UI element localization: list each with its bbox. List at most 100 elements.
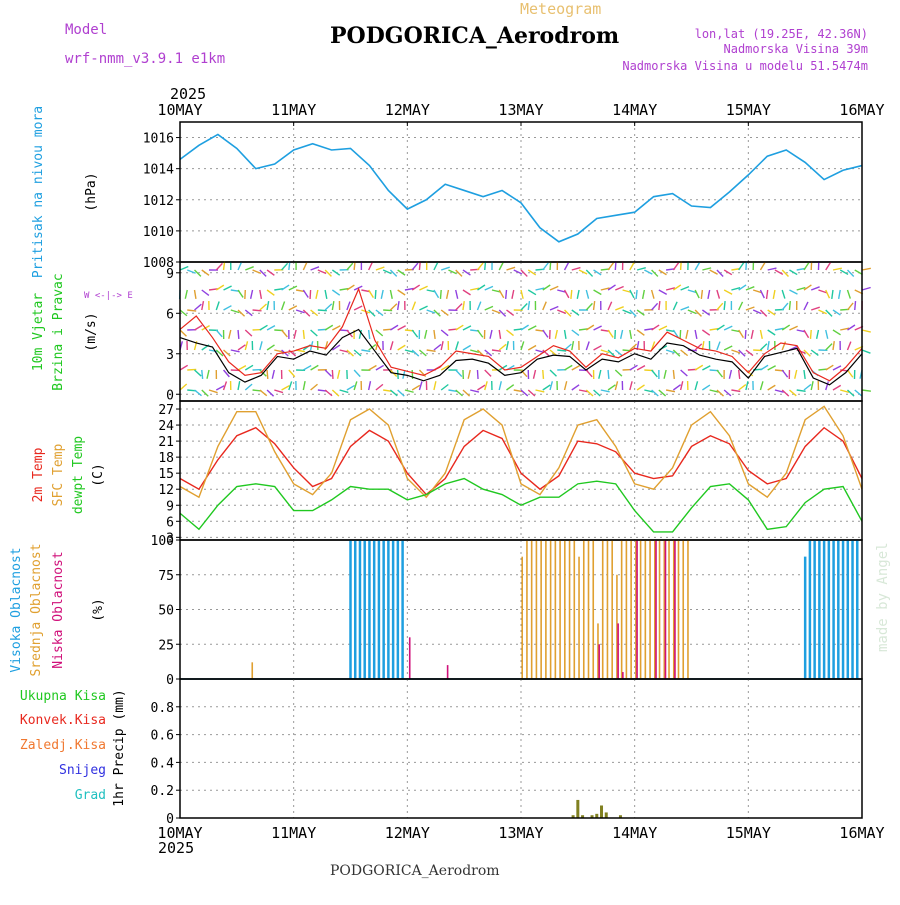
wind-arrow: [637, 385, 644, 390]
x-label-top: 13MAY: [498, 101, 543, 119]
wind-arrow: [652, 270, 658, 276]
wind-arrow: [717, 303, 723, 310]
wind-arrow: [686, 330, 688, 339]
wind-arrow: [347, 263, 353, 270]
wind-unit: (m/s): [84, 312, 99, 351]
wind-arrow: [468, 370, 470, 379]
wind-arrow: [267, 390, 274, 396]
wind-arrow: [608, 385, 615, 390]
wind-arrow: [180, 330, 186, 336]
wind-arrow: [528, 301, 529, 310]
wind-arrow: [833, 385, 841, 390]
wind-arrow: [652, 390, 659, 396]
wind-arrow: [412, 385, 420, 390]
wind-arrow: [207, 370, 209, 379]
wind-arrow: [773, 290, 775, 299]
model-altitude-label: Nadmorska Visina u modelu 51.5474m: [622, 59, 868, 73]
wind-arrow: [347, 350, 354, 356]
wind-arrow: [354, 350, 361, 356]
wind-arrow: [817, 330, 819, 339]
wind-arrow: [195, 325, 203, 330]
wind-arrow: [862, 350, 870, 353]
wind-arrow: [369, 262, 373, 270]
wind-arrow: [340, 390, 349, 392]
wind-arrow: [804, 370, 805, 379]
wind-arrow: [702, 366, 710, 370]
wind-arrow: [229, 330, 231, 339]
wind-arrow: [811, 307, 820, 310]
wind-arrow: [702, 330, 709, 335]
wind-arrow: [586, 270, 592, 276]
wind-arrow: [789, 326, 797, 330]
wind-arrow: [637, 366, 645, 370]
wind-arrow: [586, 390, 593, 396]
wind-arrow: [789, 290, 797, 294]
y-tick-label: 1014: [143, 163, 174, 178]
wind-arrow: [847, 370, 852, 377]
wind-arrow: [804, 262, 809, 270]
pressure-axis-title: Pritisak na nivou mora (hPa): [31, 106, 99, 278]
wind-arrow: [376, 365, 384, 370]
model-name: wrf-nmm_v3.9.1 e1km: [65, 51, 225, 67]
wind-arrow: [216, 301, 219, 310]
footer-title: PODGORICA_Aerodrom: [330, 863, 500, 879]
wind-arrow: [782, 370, 787, 377]
wind-arrow: [775, 270, 783, 274]
wind-arrow: [325, 390, 332, 396]
cloud-ylabel-mid: Srednja Oblacnost: [29, 543, 44, 676]
wind-arrow: [477, 385, 485, 390]
wind-arrow: [376, 267, 384, 270]
panels: 1008101010121014101603693691215182124270…: [143, 101, 885, 842]
wind-arrow: [267, 326, 275, 330]
wind-arrow: [832, 290, 833, 299]
wind-arrow: [463, 390, 470, 396]
wind-arrow: [594, 390, 601, 396]
wind-arrow: [826, 262, 831, 270]
wind-arrow: [717, 342, 720, 350]
wind-arrow: [528, 326, 536, 330]
wind-arrow: [681, 370, 688, 376]
wind-arrow: [804, 384, 811, 390]
wind-arrow: [695, 262, 700, 270]
x-label-bottom: 13MAY: [498, 824, 543, 842]
wind-arrow: [751, 330, 753, 339]
y-tick-label: 1016: [143, 132, 174, 147]
wind-arrow: [608, 330, 613, 337]
wind-arrow: [209, 390, 218, 393]
wind-arrow: [369, 290, 374, 298]
wind-arrow: [528, 346, 536, 350]
wind-arrow: [376, 310, 383, 316]
wind-arrow: [621, 330, 623, 339]
wind-arrow: [267, 301, 269, 310]
wind-arrow: [412, 263, 418, 270]
wind-arrow: [310, 290, 311, 299]
y-tick-label: 100: [151, 534, 174, 549]
wind-arrow: [311, 267, 319, 270]
wind-arrow: [840, 270, 848, 274]
wind-arrow: [710, 270, 718, 274]
y-tick-label: 0.6: [151, 729, 174, 744]
wind-arrow: [717, 390, 724, 396]
wind-arrow: [390, 304, 396, 310]
precip-bar: [576, 800, 579, 818]
wind-arrow: [739, 330, 744, 338]
x-label-top: 10MAY: [157, 101, 202, 119]
wind-arrow: [565, 381, 567, 390]
wind-arrow: [521, 341, 524, 350]
wind-arrow: [398, 370, 399, 379]
wind-arrow: [260, 325, 268, 330]
wind-arrow: [659, 301, 660, 310]
wind-arrow: [717, 370, 723, 377]
wind-arrow: [673, 370, 674, 379]
wind-arrow: [826, 381, 829, 390]
wind-arrow: [425, 330, 427, 339]
wind-arrow: [543, 370, 544, 379]
wind-arrow: [440, 290, 441, 299]
wind-arrow: [325, 325, 333, 330]
wind-arrow: [572, 366, 580, 370]
wind-arrow: [862, 287, 871, 290]
wind-arrow: [303, 262, 307, 270]
wind-arrow: [739, 385, 746, 390]
wind-arrow: [839, 290, 841, 299]
wind-arrow: [245, 341, 247, 350]
